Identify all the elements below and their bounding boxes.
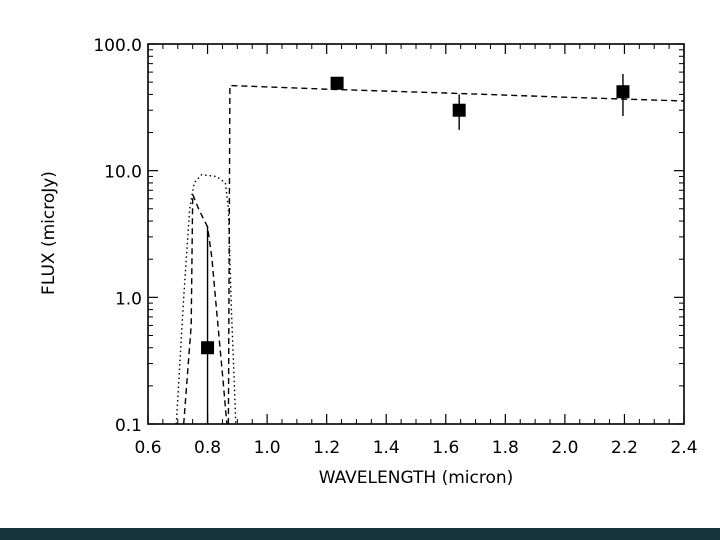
x-tick-label: 0.6: [134, 438, 161, 458]
plot-border: [147, 43, 685, 425]
model-curve-3: [175, 173, 237, 425]
model-curves: [175, 84, 685, 425]
data-point-marker: [201, 341, 215, 355]
x-tick-label: 2.2: [611, 438, 638, 458]
data-point-marker: [452, 103, 466, 117]
x-tick-label: 1.6: [432, 438, 459, 458]
x-tick-label: 2.4: [670, 438, 697, 458]
x-tick-label: 1.4: [373, 438, 400, 458]
y-tick-label: 0.1: [115, 416, 142, 436]
data-point-marker: [330, 76, 344, 90]
x-tick-label: 2.0: [551, 438, 578, 458]
x-tick-label: 1.0: [254, 438, 281, 458]
plot-frame: [147, 43, 685, 425]
x-tick-label: 0.8: [194, 438, 221, 458]
y-tick-label: 10.0: [104, 163, 142, 183]
y-tick-label: 1.0: [115, 289, 142, 309]
y-axis-title: FLUX (microJy): [39, 171, 59, 295]
model-curve-1: [183, 194, 228, 425]
data-points: [201, 73, 630, 424]
sed-chart: 0.6 0.8 1.0 1.2 1.4 1.6 1.8 2.0 2.2 2.4 0.1 1.0 10.…: [39, 36, 698, 488]
y-tick-labels: 0.1 1.0 10.0 100.0: [93, 36, 142, 436]
model-curve-2: [227, 84, 685, 425]
y-tick-label: 100.0: [93, 36, 142, 56]
x-tick-label: 1.2: [313, 438, 340, 458]
x-tick-labels: 0.6 0.8 1.0 1.2 1.4 1.6 1.8 2.0 2.2 2.4: [134, 438, 697, 458]
data-point-marker: [616, 85, 630, 99]
footer-bar: [0, 528, 720, 540]
x-axis-title: WAVELENGTH (micron): [319, 468, 514, 488]
x-tick-label: 1.8: [492, 438, 519, 458]
